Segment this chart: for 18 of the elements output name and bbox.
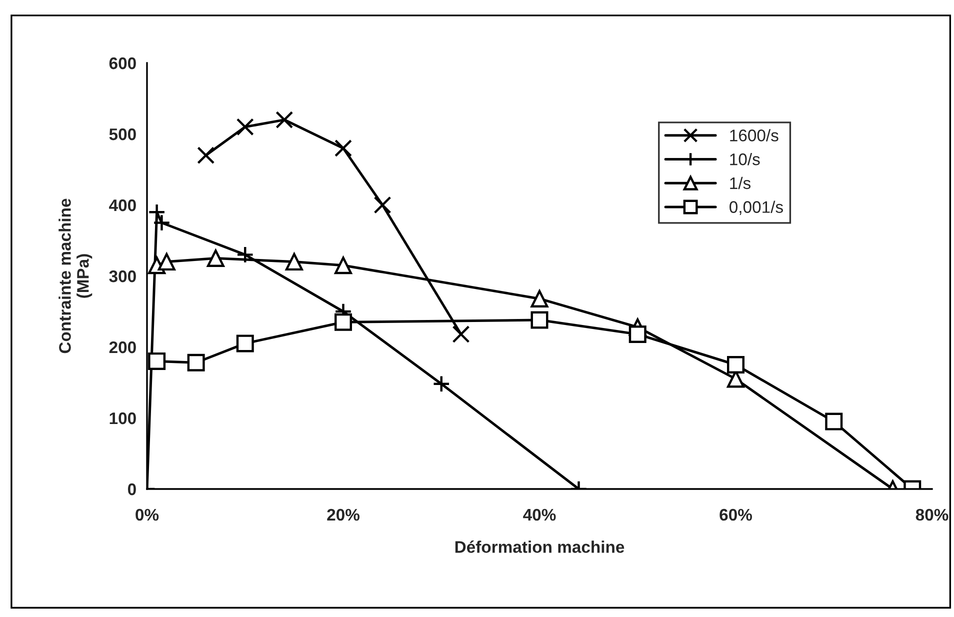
- legend-label: 1/s: [730, 176, 751, 190]
- x-tick-label: 40%: [523, 508, 556, 521]
- y-tick-label: 0: [128, 483, 136, 496]
- x-axis-title: Déformation machine: [455, 540, 624, 553]
- y-tick-label: 600: [109, 57, 136, 70]
- x-tick-label: 20%: [327, 508, 360, 521]
- y-tick-label: 200: [109, 341, 136, 354]
- legend-label: 1600/s: [730, 129, 778, 142]
- x-tick-label: 80%: [916, 508, 948, 521]
- y-axis-title: Contrainte machine (MPa): [58, 198, 92, 354]
- x-tick-label: 60%: [720, 508, 752, 521]
- x-tick-label: 0%: [136, 508, 159, 521]
- legend-label: 0,001/s: [730, 200, 783, 215]
- y-tick-label: 300: [109, 270, 136, 282]
- y-tick-label: 100: [110, 412, 136, 424]
- y-tick-label: 500: [109, 128, 136, 140]
- legend-label: 10/s: [730, 152, 760, 166]
- y-tick-label: 400: [109, 199, 136, 212]
